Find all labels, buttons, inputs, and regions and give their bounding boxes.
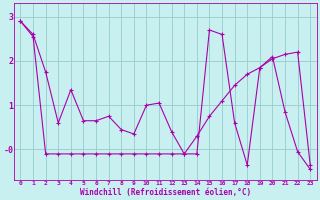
- X-axis label: Windchill (Refroidissement éolien,°C): Windchill (Refroidissement éolien,°C): [80, 188, 251, 197]
